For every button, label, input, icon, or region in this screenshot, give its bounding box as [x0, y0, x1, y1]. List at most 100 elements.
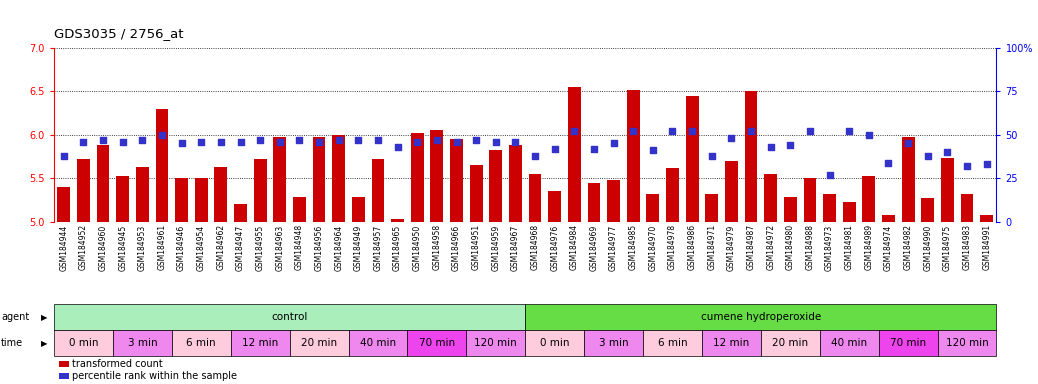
Bar [843, 202, 855, 222]
Point [743, 128, 760, 134]
Point [291, 137, 307, 143]
Point [861, 132, 877, 138]
Point [920, 152, 936, 159]
Bar [588, 182, 600, 222]
Text: ▶: ▶ [40, 339, 47, 348]
Text: percentile rank within the sample: percentile rank within the sample [73, 371, 237, 381]
Point [585, 146, 602, 152]
Bar [509, 145, 522, 222]
Point [389, 144, 406, 150]
Bar [666, 168, 679, 222]
Text: 120 min: 120 min [946, 338, 988, 348]
Text: 40 min: 40 min [831, 338, 868, 348]
Text: GDS3035 / 2756_at: GDS3035 / 2756_at [54, 27, 184, 40]
Text: ▶: ▶ [40, 313, 47, 322]
Point [233, 139, 249, 145]
Point [272, 139, 289, 145]
Bar [937, 330, 996, 356]
Bar [407, 330, 466, 356]
Bar [352, 197, 364, 222]
Bar [450, 139, 463, 222]
Point [939, 149, 956, 155]
Bar [980, 215, 993, 222]
Bar [391, 219, 404, 222]
Text: transformed count: transformed count [73, 359, 163, 369]
Point [55, 152, 72, 159]
Bar [803, 178, 816, 222]
Bar [686, 96, 699, 222]
Point [801, 128, 818, 134]
Bar [273, 137, 286, 222]
Point [448, 139, 465, 145]
Bar [647, 194, 659, 222]
Point [310, 139, 327, 145]
Bar [54, 304, 525, 330]
Bar [784, 197, 797, 222]
Text: 20 min: 20 min [772, 338, 809, 348]
Bar [568, 87, 580, 222]
Text: 3 min: 3 min [128, 338, 157, 348]
Bar [820, 330, 879, 356]
Point [409, 139, 426, 145]
Point [526, 152, 543, 159]
Point [664, 128, 681, 134]
Point [546, 146, 563, 152]
Bar [116, 176, 129, 222]
Bar [823, 194, 836, 222]
Bar [882, 215, 895, 222]
Bar [902, 137, 914, 222]
Point [468, 137, 485, 143]
Text: 6 min: 6 min [658, 338, 687, 348]
Point [173, 141, 190, 147]
Text: agent: agent [1, 312, 29, 322]
Text: 3 min: 3 min [599, 338, 628, 348]
Text: 70 min: 70 min [890, 338, 926, 348]
Bar [744, 91, 758, 222]
Point [959, 163, 976, 169]
Point [488, 139, 504, 145]
Point [370, 137, 386, 143]
Bar [59, 361, 69, 367]
Text: control: control [271, 312, 308, 322]
Bar [175, 178, 188, 222]
Point [429, 137, 445, 143]
Text: 12 min: 12 min [242, 338, 278, 348]
Point [880, 159, 897, 166]
Text: 70 min: 70 min [418, 338, 455, 348]
Bar [761, 330, 820, 356]
Bar [960, 194, 974, 222]
Text: 20 min: 20 min [301, 338, 337, 348]
Bar [941, 158, 954, 222]
Text: 0 min: 0 min [540, 338, 570, 348]
Point [605, 141, 622, 147]
Bar [863, 176, 875, 222]
Bar [293, 197, 306, 222]
Point [841, 128, 857, 134]
Bar [156, 109, 168, 222]
Point [330, 137, 347, 143]
Bar [489, 151, 502, 222]
Bar [54, 330, 113, 356]
Bar [431, 131, 443, 222]
Point [723, 135, 740, 141]
Bar [584, 330, 644, 356]
Bar [725, 161, 738, 222]
Bar [97, 145, 109, 222]
Text: 12 min: 12 min [713, 338, 749, 348]
Bar [528, 174, 542, 222]
Bar [136, 167, 148, 222]
Bar [878, 330, 937, 356]
Point [566, 128, 582, 134]
Bar [290, 330, 349, 356]
Text: 120 min: 120 min [474, 338, 517, 348]
Bar [466, 330, 525, 356]
Bar [411, 133, 424, 222]
Bar [57, 187, 71, 222]
Bar [470, 165, 483, 222]
Bar [764, 174, 777, 222]
Point [762, 144, 778, 150]
Point [625, 128, 641, 134]
Point [213, 139, 229, 145]
Bar [230, 330, 290, 356]
Point [154, 132, 170, 138]
